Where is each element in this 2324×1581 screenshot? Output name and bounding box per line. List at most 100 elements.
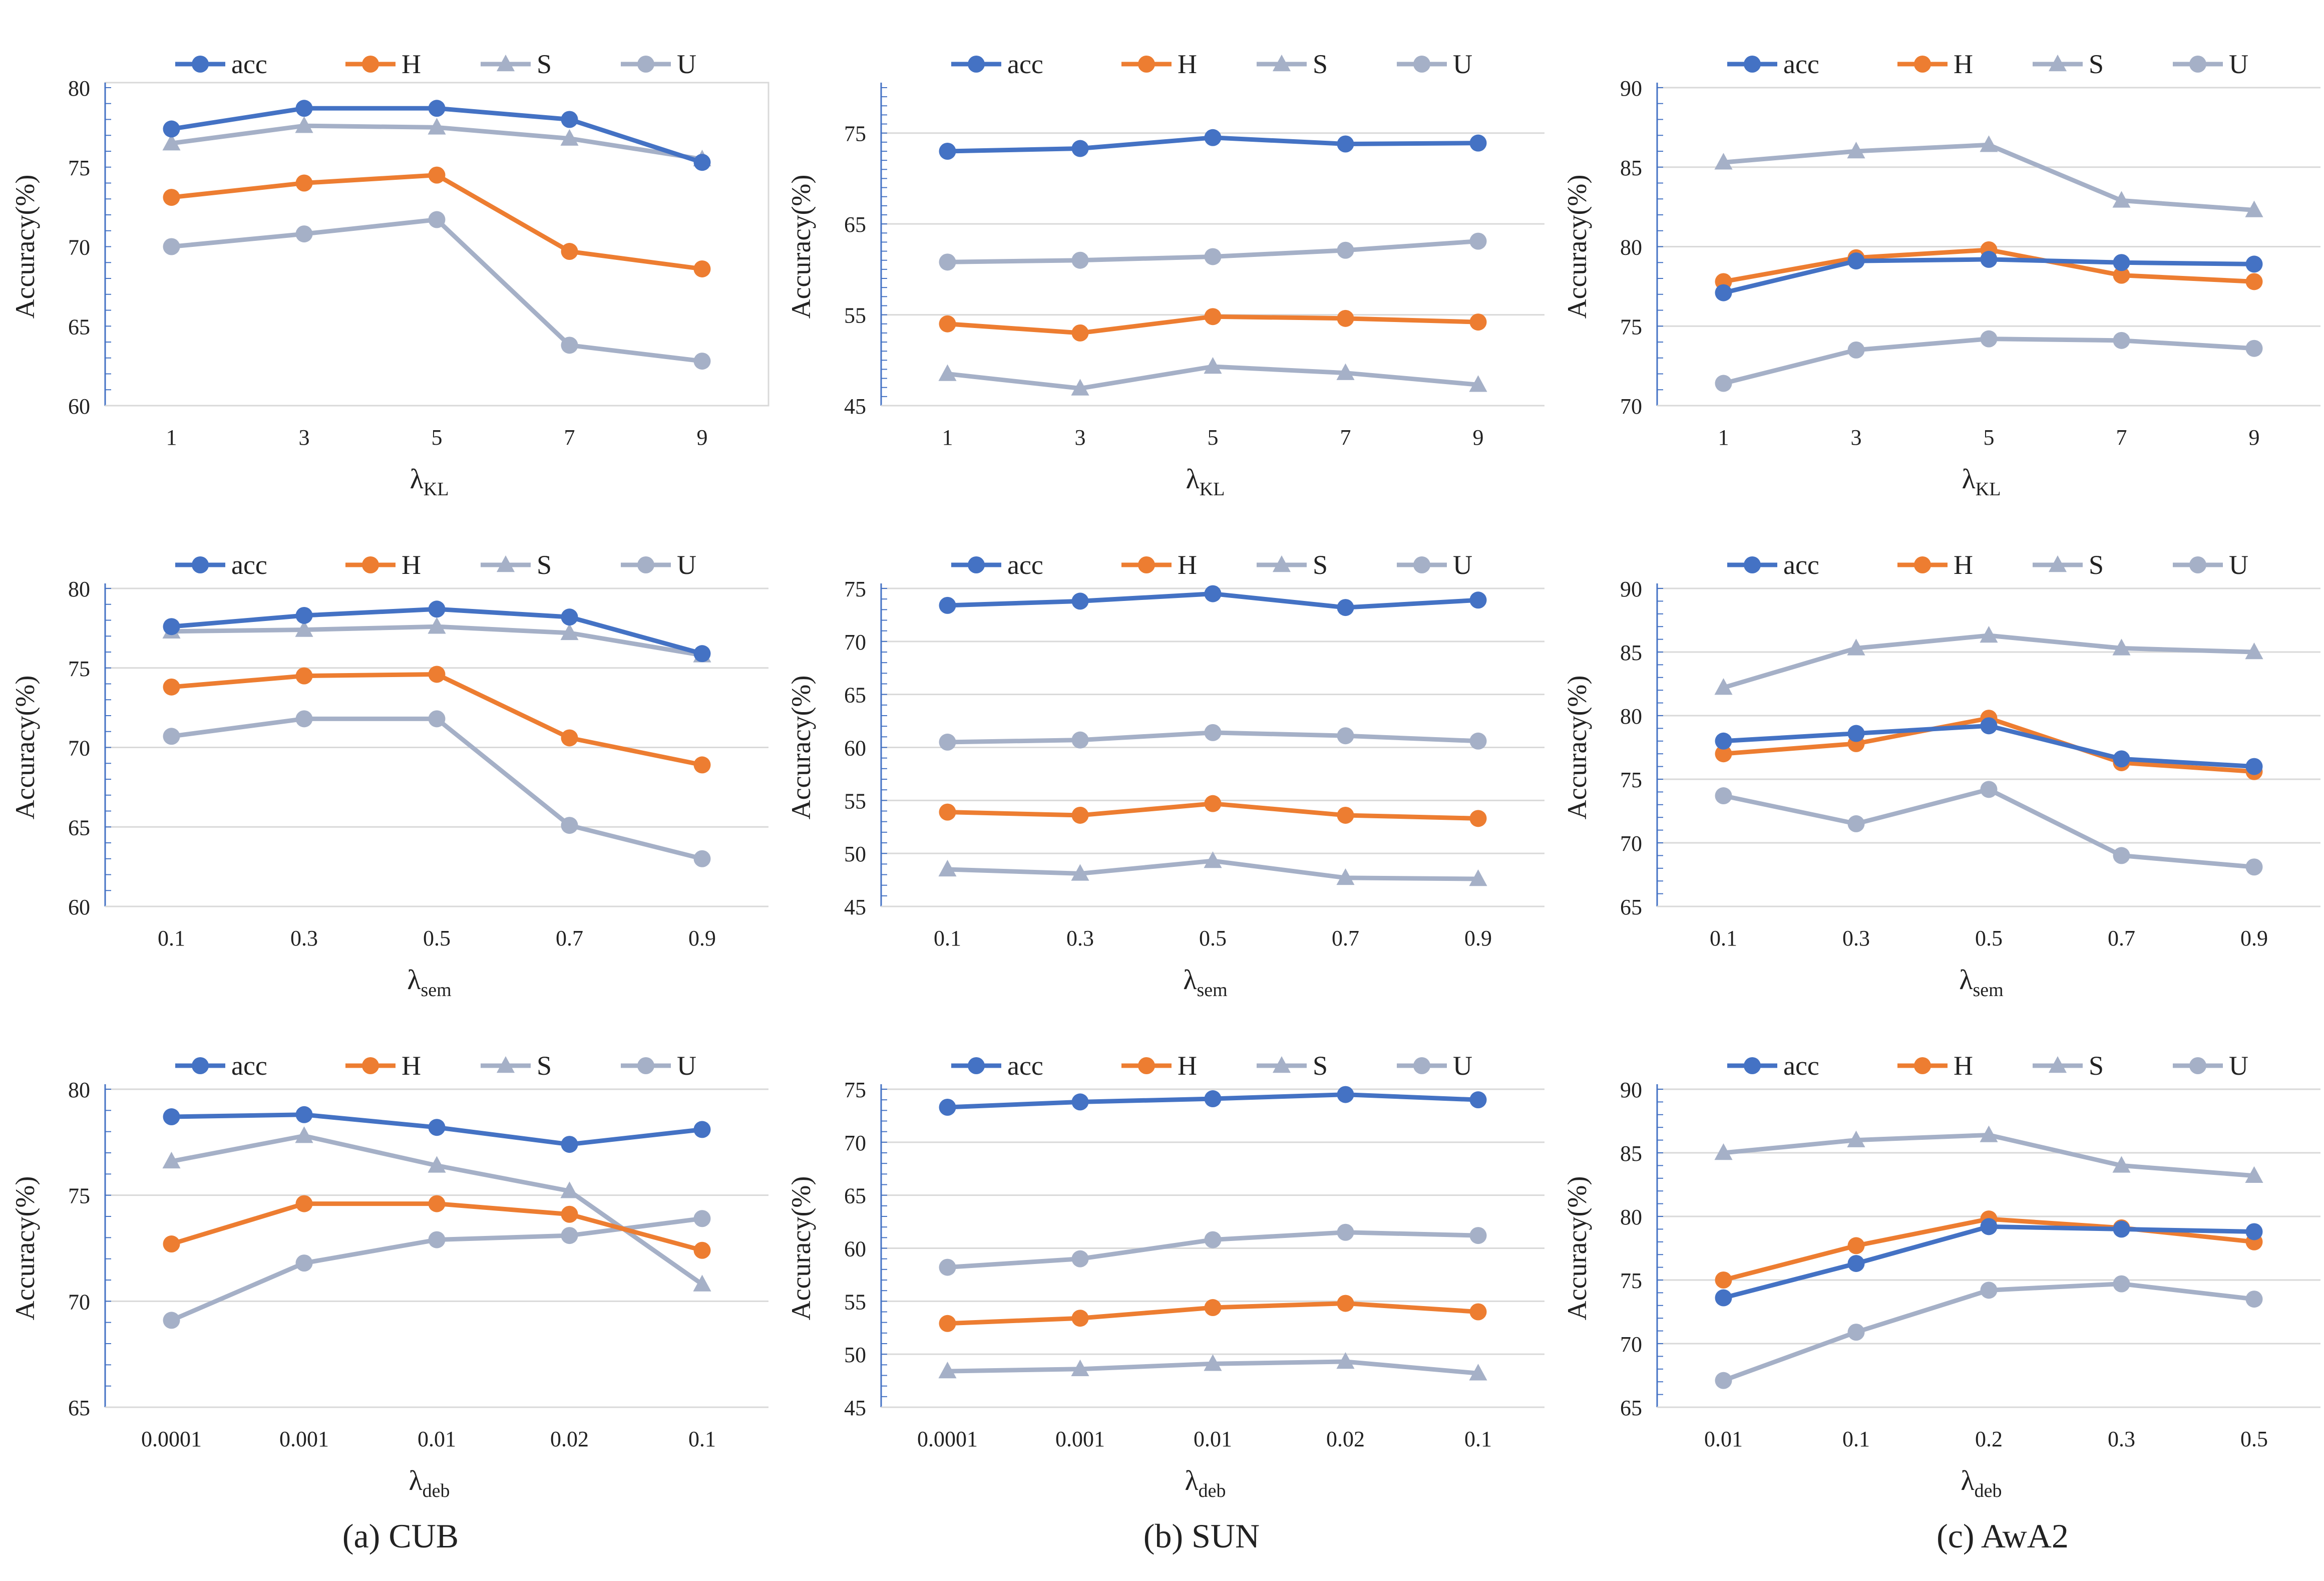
x-axis-title-symbol: λ — [1185, 1465, 1198, 1496]
legend-label: U — [677, 550, 696, 580]
data-point-H — [1715, 745, 1732, 763]
y-tick-label: 80 — [1620, 704, 1642, 729]
y-axis-title: Accuracy(%) — [1562, 1176, 1592, 1321]
x-axis-title: λsem — [407, 965, 451, 1001]
legend-marker — [1138, 1057, 1155, 1074]
legend-label: U — [1453, 1051, 1472, 1081]
x-axis-title-subscript: sem — [1973, 980, 2003, 1001]
legend-label: H — [1178, 1051, 1197, 1081]
data-point-acc — [561, 111, 578, 128]
chart-awa2-deb: 65 70 75 80 85 90 0.01 0.1 0.2 0.3 0.5 Accuracy(%) λ… — [1562, 1051, 2320, 1501]
data-point-H — [1337, 309, 1354, 327]
legend-item-U: U — [621, 1051, 696, 1081]
data-point-H — [295, 174, 313, 192]
legend-label: S — [1313, 1051, 1328, 1081]
x-tick-label: 0.3 — [1842, 926, 1870, 951]
legend-marker — [2189, 1057, 2206, 1074]
x-axis-title-symbol: λ — [1959, 965, 1973, 996]
x-tick-label: 0.02 — [1326, 1427, 1365, 1451]
x-tick-label: 0.01 — [418, 1427, 456, 1451]
data-point-acc — [295, 1106, 313, 1123]
data-point-H — [561, 243, 578, 260]
x-tick-label: 1 — [166, 425, 177, 450]
legend-item-U: U — [1397, 550, 1472, 580]
y-tick-label: 65 — [844, 1184, 866, 1208]
data-point-S — [1980, 625, 1998, 643]
data-point-U — [2245, 340, 2263, 357]
data-point-acc — [1469, 591, 1487, 609]
data-point-acc — [428, 1119, 446, 1136]
data-point-U — [693, 850, 711, 867]
x-tick-label: 7 — [2116, 425, 2127, 450]
series-S — [162, 1126, 711, 1292]
data-point-acc — [295, 100, 313, 117]
data-point-S — [1980, 135, 1998, 152]
data-point-H — [939, 1315, 956, 1332]
series-U — [1715, 330, 2263, 392]
x-tick-label: 5 — [432, 425, 443, 450]
legend-marker — [637, 56, 654, 73]
y-tick-label: 50 — [844, 1343, 866, 1367]
legend-marker — [1413, 56, 1430, 73]
data-point-acc — [1715, 284, 1732, 301]
caption-2: (c) AwA2 — [1936, 1517, 2069, 1555]
data-point-S — [1336, 868, 1355, 885]
legend-marker — [1914, 556, 1931, 573]
legend-marker — [1914, 1057, 1931, 1074]
series-S — [162, 116, 711, 167]
legend-label: U — [2229, 1051, 2248, 1081]
series-U — [163, 1210, 711, 1329]
x-tick-label: 5 — [1984, 425, 1995, 450]
data-point-acc — [561, 1136, 578, 1153]
legend-label: S — [2089, 550, 2104, 580]
y-tick-label: 65 — [68, 1396, 90, 1420]
legend-marker — [968, 1057, 985, 1074]
data-point-acc — [1204, 129, 1222, 146]
x-tick-label: 0.5 — [423, 926, 451, 951]
data-point-S — [1714, 153, 1733, 170]
data-point-S — [2112, 639, 2131, 656]
legend-label: acc — [231, 550, 267, 580]
data-point-U — [1204, 724, 1222, 741]
legend-item-U: U — [2173, 49, 2248, 79]
data-point-acc — [1071, 1093, 1089, 1111]
chart-sun-deb: 45 50 55 60 65 70 75 0.0001 0.001 0.01 0.02 0.1 Accu… — [786, 1051, 1544, 1501]
x-tick-label: 0.9 — [2240, 926, 2268, 951]
data-point-H — [939, 315, 956, 333]
data-point-S — [1071, 864, 1089, 881]
x-axis-title-subscript: KL — [1976, 479, 2001, 500]
legend-label: S — [2089, 1051, 2104, 1081]
legend-marker — [1413, 556, 1430, 573]
data-point-acc — [1071, 592, 1089, 610]
data-point-acc — [1469, 1091, 1487, 1109]
series-acc — [939, 585, 1487, 616]
data-point-H — [428, 166, 446, 184]
x-axis-title: λKL — [410, 464, 449, 500]
x-tick-label: 0.0001 — [917, 1427, 978, 1451]
chart-sun-kl: 45 55 65 75 1 3 5 7 9 Accuracy(%) λKL acc H S U — [786, 49, 1544, 500]
x-axis-title: λdeb — [1185, 1465, 1226, 1501]
chart-cub-sem: 60 65 70 75 80 0.1 0.3 0.5 0.7 0.9 Accuracy(%) λsem… — [10, 550, 768, 1001]
series-H — [163, 166, 711, 277]
data-point-S — [560, 623, 579, 641]
legend-item-H: H — [345, 1051, 421, 1081]
x-tick-label: 0.01 — [1194, 1427, 1232, 1451]
x-tick-label: 0.9 — [688, 926, 716, 951]
x-tick-label: 0.1 — [1842, 1427, 1870, 1451]
x-tick-label: 3 — [299, 425, 310, 450]
legend-marker — [1272, 1056, 1291, 1073]
data-point-S — [938, 859, 957, 877]
legend-label: U — [2229, 49, 2248, 79]
legend-marker — [1138, 56, 1155, 73]
legend-label: H — [1178, 550, 1197, 580]
data-point-U — [561, 1227, 578, 1244]
series-acc — [1715, 1218, 2263, 1307]
legend-item-H: H — [1897, 1051, 1973, 1081]
caption-1: (b) SUN — [1143, 1517, 1260, 1555]
data-point-S — [295, 1126, 313, 1143]
data-point-acc — [2245, 1223, 2263, 1240]
x-tick-label: 0.3 — [2108, 1427, 2135, 1451]
series-U — [163, 211, 711, 370]
data-point-U — [1980, 781, 1998, 798]
data-point-U — [1980, 330, 1998, 348]
